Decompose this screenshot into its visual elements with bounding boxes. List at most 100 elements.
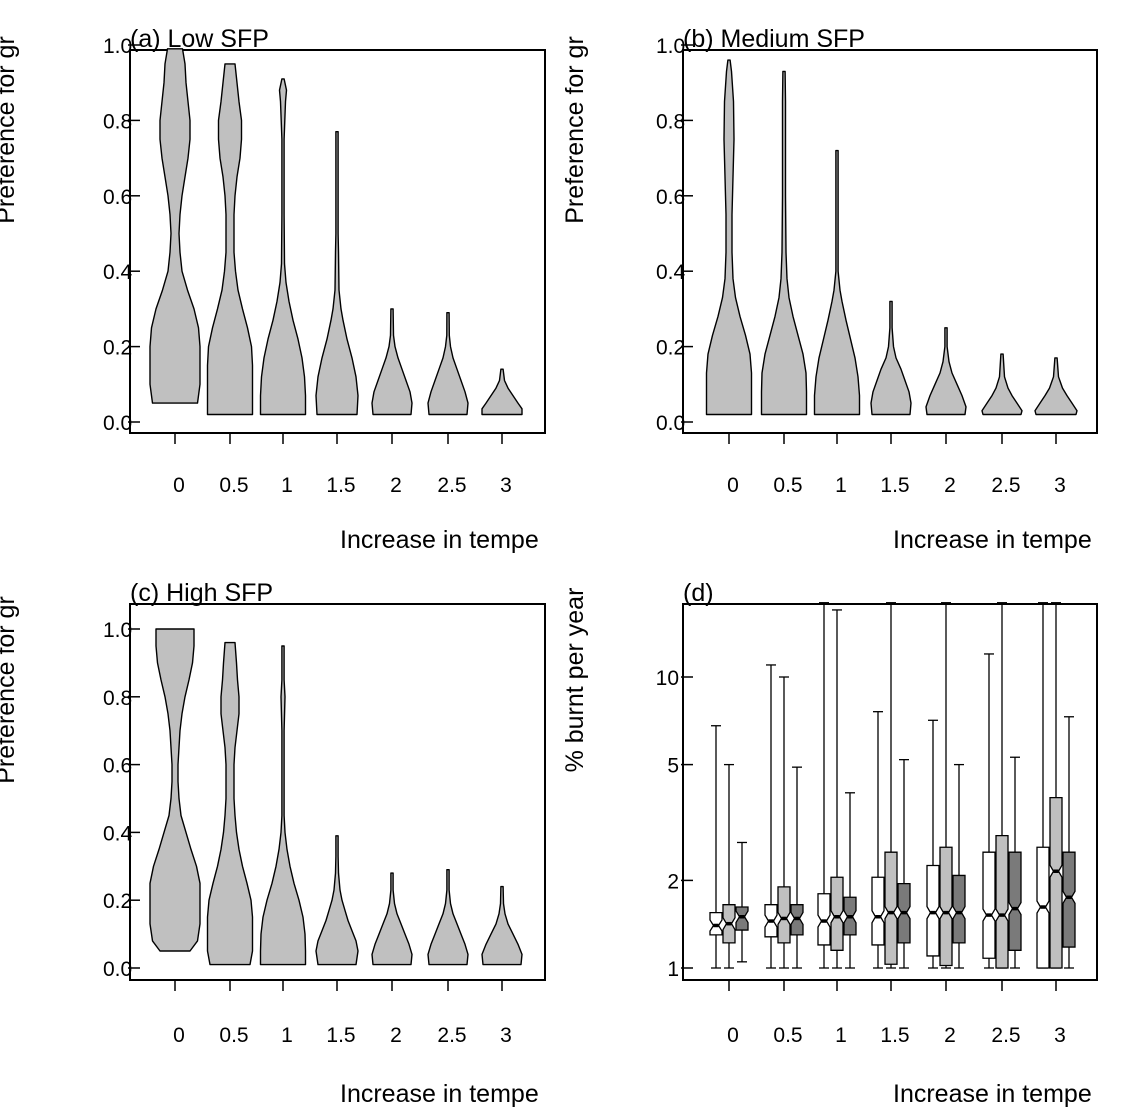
x-tick-label: 1.5 [880,474,909,497]
y-tick-label: 0.8 [656,110,685,133]
box [952,763,966,969]
panel-a-xlabel: Increase in tempe [340,526,539,554]
x-tick-label: 1 [835,474,847,497]
box-body [982,851,996,959]
x-tick-label: 3 [1054,1024,1066,1047]
x-tick-label: 0 [727,474,739,497]
box [830,609,844,969]
violin [206,641,254,966]
violin [427,312,469,416]
y-tick-label: 0.0 [103,412,132,435]
violin [259,645,307,966]
panel-a-low-sfp: Preference for gr (a) Low SFP Increase i… [0,25,546,554]
violin [1034,357,1078,416]
violin [427,869,469,966]
violin [813,149,861,416]
violin [981,353,1023,416]
box [995,602,1009,969]
x-tick-label: 3 [500,474,512,497]
y-tick-label: 0.4 [103,261,133,284]
y-tick-label: 1.0 [103,35,132,58]
violin [315,835,359,966]
panel-b-medium-sfp: Preference for gr (b) Medium SFP Increas… [561,25,1098,554]
box [982,653,996,969]
box-body [830,876,844,951]
panel-d-title: (d) [683,579,714,607]
x-tick-label: 2 [390,474,402,497]
box [722,763,736,969]
x-tick-label: 0.5 [219,1024,248,1047]
violin [925,327,967,416]
y-tick-label: 0.0 [103,958,132,981]
violin [705,59,753,416]
violin [371,308,413,416]
panel-b-frame [682,49,1098,434]
y-tick-label: 5 [667,755,679,778]
box [926,719,940,969]
box-body [939,846,953,967]
violin [760,70,808,416]
box [939,602,953,969]
x-tick-label: 0.5 [219,474,248,497]
y-tick-label: 0.6 [656,186,685,209]
box-body [735,906,749,931]
y-tick-label: 0.4 [103,822,133,845]
x-tick-label: 1 [835,1024,847,1047]
x-tick-label: 1 [281,474,293,497]
y-tick-label: 0.8 [103,687,132,710]
x-tick-label: 2.5 [991,474,1020,497]
y-tick-label: 2 [667,870,679,893]
box [871,711,885,969]
box [884,602,898,969]
box-body [1049,796,1063,969]
panel-d-xlabel: Increase in tempe [893,1080,1092,1108]
box-body [1008,851,1022,951]
violin [149,628,201,952]
panel-c-ylabel: Preference for gr [0,596,20,784]
x-tick-label: 1.5 [326,1024,355,1047]
y-tick-label: 0.2 [656,337,685,360]
x-tick-label: 3 [1054,474,1066,497]
x-tick-label: 0 [173,1024,185,1047]
x-tick-label: 2 [944,1024,956,1047]
panel-a-title: (a) Low SFP [130,25,269,53]
x-tick-label: 3 [500,1024,512,1047]
box [764,664,778,969]
box [1062,716,1076,969]
x-tick-label: 2.5 [991,1024,1020,1047]
violin [315,131,359,416]
y-tick-label: 0.6 [103,186,132,209]
box [709,725,723,969]
y-tick-label: 0.2 [103,890,132,913]
panel-d-frame [682,603,1098,981]
y-tick-label: 0.2 [103,337,132,360]
box [1008,756,1022,969]
violin [870,300,912,416]
panel-c-xlabel: Increase in tempe [340,1080,539,1108]
y-tick-label: 10 [656,667,679,690]
violin [259,78,307,416]
panel-b-xlabel: Increase in tempe [893,526,1092,554]
violin [206,63,254,416]
y-tick-label: 0.8 [103,110,132,133]
box-body [952,874,966,944]
panel-d-ylabel: % burnt per year [561,588,589,773]
panel-a-ylabel: Preference for gr [0,36,20,224]
box-body [995,834,1009,969]
x-tick-label: 2 [390,1024,402,1047]
x-tick-label: 0.5 [773,1024,802,1047]
panel-c-title: (c) High SFP [130,579,273,607]
x-tick-label: 1.5 [326,474,355,497]
box-body [884,851,898,965]
box-body [777,886,791,944]
y-tick-label: 1.0 [103,619,132,642]
y-tick-label: 0.0 [656,412,685,435]
y-tick-label: 1.0 [656,35,685,58]
panel-b-title: (b) Medium SFP [683,25,865,53]
box [735,841,749,963]
panel-b-ylabel: Preference for gr [561,36,589,224]
y-tick-label: 0.6 [103,755,132,778]
x-tick-label: 1 [281,1024,293,1047]
box [790,766,804,969]
